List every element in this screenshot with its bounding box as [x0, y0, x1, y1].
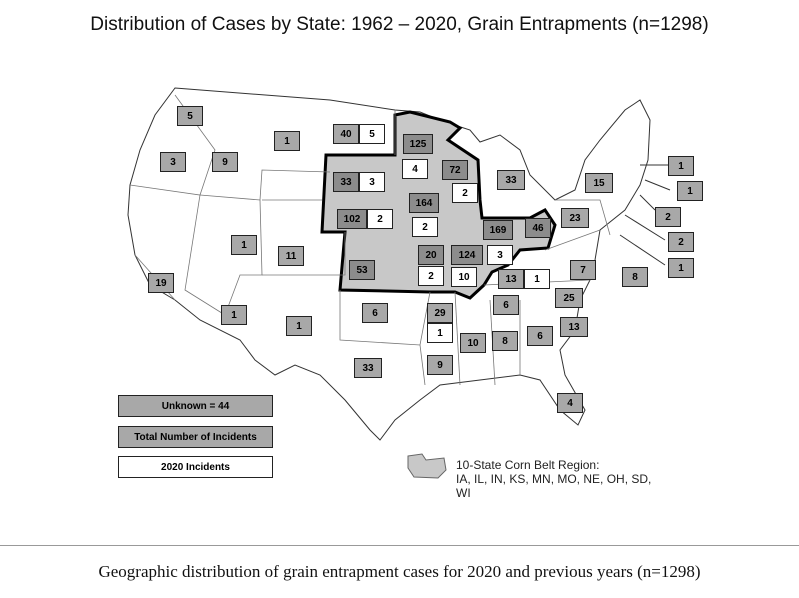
state-la-total: 9	[427, 355, 453, 375]
state-nm-total: 1	[286, 316, 312, 336]
map-title: Distribution of Cases by State: 1962 – 2…	[90, 14, 709, 35]
state-id-total: 9	[212, 152, 238, 172]
corn-belt-title: 10-State Corn Belt Region:	[456, 458, 600, 472]
state-pa-total: 23	[561, 208, 589, 228]
caption-divider	[0, 545, 799, 546]
state-ne-2020: 2	[367, 209, 393, 229]
corn-belt-states-2: WI	[456, 486, 471, 500]
state-mo-total: 20	[418, 245, 444, 265]
state-ny-total: 15	[585, 173, 613, 193]
state-wi-2020: 2	[452, 183, 478, 203]
state-wi-total: 72	[442, 160, 468, 180]
state-ms-total: 10	[460, 333, 486, 353]
state-mo-2020: 2	[418, 266, 444, 286]
state-tn-total: 6	[493, 295, 519, 315]
state-mn-total: 125	[403, 134, 433, 154]
state-or-total: 3	[160, 152, 186, 172]
state-oh-total: 46	[525, 218, 551, 238]
state-mi-total: 33	[497, 170, 525, 190]
state-il-2020: 3	[487, 245, 513, 265]
state-co-total: 11	[278, 246, 304, 266]
state-ga-total: 6	[527, 326, 553, 346]
state-va-total: 7	[570, 260, 596, 280]
state-ut-total: 1	[231, 235, 257, 255]
legend-total-incidents: Total Number of Incidents	[118, 426, 273, 448]
legend-unknown: Unknown = 44	[118, 395, 273, 417]
state-ks-total: 53	[349, 260, 375, 280]
northeast-arrows	[619, 164, 671, 266]
state-mn-2020: 4	[402, 159, 428, 179]
state-in-2020: 10	[451, 267, 477, 287]
figure-caption: Geographic distribution of grain entrapm…	[98, 562, 701, 581]
legend-2020-incidents: 2020 Incidents	[118, 456, 273, 478]
state-ky-2020: 1	[524, 269, 550, 289]
state-az-total: 1	[221, 305, 247, 325]
state-fl-total: 4	[557, 393, 583, 413]
state-ia-2020: 2	[412, 217, 438, 237]
state-ma-total: 2	[655, 207, 681, 227]
state-nc-total: 25	[555, 288, 583, 308]
state-ar-2020: 1	[427, 323, 453, 343]
state-nh-total: 1	[677, 181, 703, 201]
state-ky-total: 13	[498, 269, 524, 289]
state-wa-total: 5	[177, 106, 203, 126]
state-in-total: 124	[451, 245, 483, 265]
state-tx-total: 33	[354, 358, 382, 378]
state-sd-total: 33	[333, 172, 359, 192]
corn-belt-legend: 10-State Corn Belt Region: IA, IL, IN, K…	[456, 458, 651, 500]
state-ne-total: 102	[337, 209, 367, 229]
state-vt-total: 1	[668, 156, 694, 176]
state-ok-total: 6	[362, 303, 388, 323]
state-ca-total: 19	[148, 273, 174, 293]
state-ia-total: 164	[409, 193, 439, 213]
state-al-total: 8	[492, 331, 518, 351]
state-il-total: 169	[483, 220, 513, 240]
state-sd-2020: 3	[359, 172, 385, 192]
state-nd-2020: 5	[359, 124, 385, 144]
state-nd-total: 40	[333, 124, 359, 144]
state-mt-total: 1	[274, 131, 300, 151]
corn-belt-states: IA, IL, IN, KS, MN, MO, NE, OH, SD,	[456, 472, 652, 486]
state-de-total: 1	[668, 258, 694, 278]
state-md-total: 8	[622, 267, 648, 287]
state-nj-total: 2	[668, 232, 694, 252]
state-ar-total: 29	[427, 303, 453, 323]
corn-belt-legend-icon	[407, 453, 447, 479]
state-sc-total: 13	[560, 317, 588, 337]
